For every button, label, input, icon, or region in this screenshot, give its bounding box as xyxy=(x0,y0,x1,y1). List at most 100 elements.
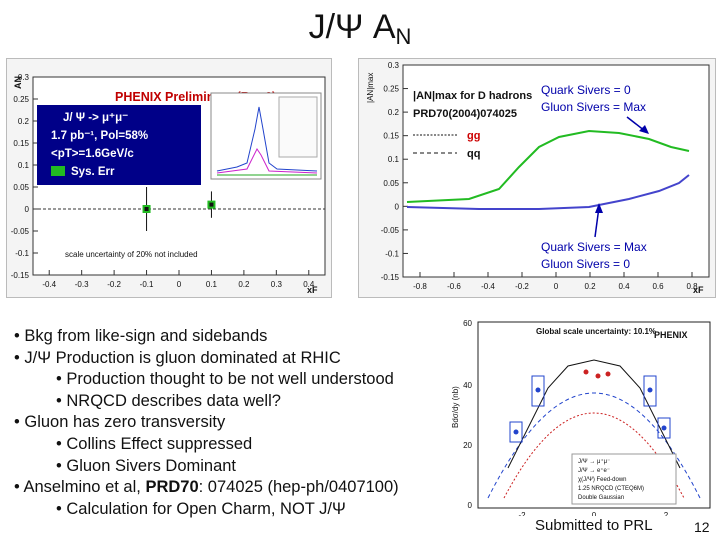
bullet-8: • Calculation for Open Charm, NOT J/Ψ xyxy=(56,499,346,518)
bullet-2: • Production thought to be not well unde… xyxy=(56,370,394,389)
bottom-plot-ylabel: Bdσ/dy (nb) xyxy=(451,386,460,428)
bp-xtick-0: -2 xyxy=(518,511,526,516)
right-plot-ytick: 0.15 xyxy=(383,132,399,141)
left-plot-ytick: -0.1 xyxy=(15,249,29,258)
annotation-bottom-2: Gluon Sivers = 0 xyxy=(541,257,630,271)
gg-legend-label: gg xyxy=(467,130,480,142)
left-plot-points xyxy=(142,187,216,231)
footer-note: Submitted to PRL xyxy=(535,517,653,534)
bullet-1: • J/Ψ Production is gluon dominated at R… xyxy=(14,348,341,367)
gg-curve xyxy=(406,129,690,203)
left-plot-xtick: -0.1 xyxy=(140,280,154,289)
bp-point xyxy=(661,425,667,431)
right-plot-xtick: 0.4 xyxy=(618,282,630,291)
left-plot-xtick: 0.2 xyxy=(238,280,250,289)
left-plot-inset-stats xyxy=(278,96,318,158)
left-plot-xtick: 0.3 xyxy=(271,280,283,289)
left-legend-entry-1: 1.7 pb⁻¹, Pol=58% xyxy=(51,130,148,142)
left-plot-xtick: 0 xyxy=(177,280,182,289)
left-plot-panel: 0.3 0.25 0.2 0.15 0.1 0.05 0 -0.05 -0.1 -0.15 -0.… xyxy=(6,58,332,298)
right-plot-xtick: -0.6 xyxy=(447,282,461,291)
annotation-top-1: Quark Sivers = 0 xyxy=(541,83,631,97)
right-plot-ytick: -0.05 xyxy=(381,226,400,235)
bp-xtick-1: 0 xyxy=(592,511,597,516)
bp-point xyxy=(513,429,519,435)
annotation-bottom-1: Quark Sivers = Max xyxy=(541,240,647,254)
bottom-plot: 60 40 20 0 -2 0 2 Bdσ/dy (nb) Global sca… xyxy=(448,318,714,516)
bp-box xyxy=(509,421,523,443)
right-plot-ytick: 0.2 xyxy=(388,108,400,117)
bullet-7: • Anselmino et al, PRD70: 074025 (hep-ph… xyxy=(14,478,399,497)
bp-box xyxy=(643,375,657,407)
bp-xtick-2: 2 xyxy=(664,511,669,516)
bullet-3: • NRQCD describes data well? xyxy=(56,391,281,410)
right-plot-xtick: -0.4 xyxy=(481,282,495,291)
bottom-plot-panel: 60 40 20 0 -2 0 2 Bdσ/dy (nb) Global sca… xyxy=(448,318,714,516)
bp-box xyxy=(657,417,671,439)
bp-legend-1: J/Ψ → e⁺e⁻ xyxy=(578,467,610,474)
bullet-6: • Gluon Sivers Dominant xyxy=(56,456,237,475)
bp-box xyxy=(531,375,545,407)
title-main: J/Ψ A xyxy=(308,8,396,46)
right-plot-x-ticks: -0.8 -0.6 -0.4 -0.2 0 0.2 0.4 0.6 0.8 xyxy=(413,272,698,291)
qq-legend-label: qq xyxy=(467,148,480,160)
bp-point xyxy=(605,371,611,377)
bullet-0: • Bkg from like-sign and sidebands xyxy=(14,327,268,345)
left-legend-entry-2: <pT>=1.6GeV/c xyxy=(51,148,134,160)
right-plot-xtick: 0.8 xyxy=(686,282,698,291)
annotation-top-2: Gluon Sivers = Max xyxy=(541,100,646,114)
left-plot-ylabel: AN xyxy=(13,76,23,89)
right-plot-ytick: 0.1 xyxy=(388,155,400,164)
right-plot-xlabel: xF xyxy=(693,285,704,295)
left-plot-x-ticks: -0.4 -0.3 -0.2 -0.1 0 0.1 0.2 0.3 0.4 xyxy=(42,270,315,289)
left-plot-ytick: -0.15 xyxy=(11,271,30,280)
right-plot-xtick: -0.8 xyxy=(413,282,427,291)
bp-legend-2: χ(J/Ψ) Feed-down xyxy=(578,477,627,483)
right-plot-ytick: 0.05 xyxy=(383,179,399,188)
right-plot-ytick: -0.15 xyxy=(381,273,400,282)
left-plot-xlabel: xF xyxy=(307,285,318,295)
right-plot-ytick: 0 xyxy=(395,202,400,211)
bp-point xyxy=(535,387,541,393)
left-plot-ytick: -0.05 xyxy=(11,227,30,236)
left-plot-xtick: -0.4 xyxy=(42,280,56,289)
bp-point xyxy=(595,373,601,379)
right-plot-ylabel: |AN|max xyxy=(366,73,375,103)
bp-curve-feed xyxy=(507,359,681,469)
left-plot-xtick: -0.2 xyxy=(107,280,121,289)
left-plot-ytick: 0 xyxy=(25,205,30,214)
left-plot-xtick: 0.4 xyxy=(303,280,315,289)
sys-err-swatch xyxy=(51,166,65,176)
right-plot-xtick: 0 xyxy=(554,282,559,291)
left-plot-ytick: 0.2 xyxy=(18,117,30,126)
left-plot-point xyxy=(209,202,214,207)
bp-point xyxy=(583,369,589,375)
left-legend-entry-3: Sys. Err xyxy=(71,166,115,178)
right-plot-panel: 0.3 0.25 0.2 0.15 0.1 0.05 0 -0.05 -0.1 -0.15 -0.… xyxy=(358,58,716,298)
bp-point xyxy=(647,387,653,393)
left-plot-note: scale uncertainty of 20% not included xyxy=(65,250,198,259)
right-plot-header-2: PRD70(2004)074025 xyxy=(413,108,517,120)
bp-ytick-1: 40 xyxy=(463,381,472,390)
bullet-list: • Bkg from like-sign and sidebands • J/Ψ… xyxy=(14,326,444,520)
right-plot-ytick: 0.25 xyxy=(383,85,399,94)
left-plot-ytick: 0.1 xyxy=(18,161,30,170)
page-number: 12 xyxy=(694,519,710,535)
left-plot-ytick: 0.25 xyxy=(13,95,29,104)
right-plot-header-1: |AN|max for D hadrons xyxy=(413,90,532,102)
right-plot: 0.3 0.25 0.2 0.15 0.1 0.05 0 -0.05 -0.1 -0.15 -0.… xyxy=(359,59,715,297)
left-legend-entry-0: J/ Ψ -> μ⁺μ⁻ xyxy=(63,112,128,124)
bullet-4: • Gluon has zero transversity xyxy=(14,413,226,432)
right-plot-xtick: 0.6 xyxy=(652,282,664,291)
qq-curve xyxy=(406,174,690,210)
bp-ytick-2: 20 xyxy=(463,441,472,450)
left-plot-xtick: -0.3 xyxy=(75,280,89,289)
left-plot: 0.3 0.25 0.2 0.15 0.1 0.05 0 -0.05 -0.1 -0.15 -0.… xyxy=(7,59,331,297)
title-subscript: N xyxy=(395,24,412,49)
left-plot-ytick: 0.3 xyxy=(18,73,30,82)
right-plot-xtick: -0.2 xyxy=(515,282,529,291)
bp-legend-3: 1.25 NRQCD (CTEQ6M) xyxy=(578,486,644,492)
left-plot-ytick: 0.15 xyxy=(13,139,29,148)
bullet-5: • Collins Effect suppressed xyxy=(56,434,253,453)
left-plot-ytick: 0.05 xyxy=(13,183,29,192)
